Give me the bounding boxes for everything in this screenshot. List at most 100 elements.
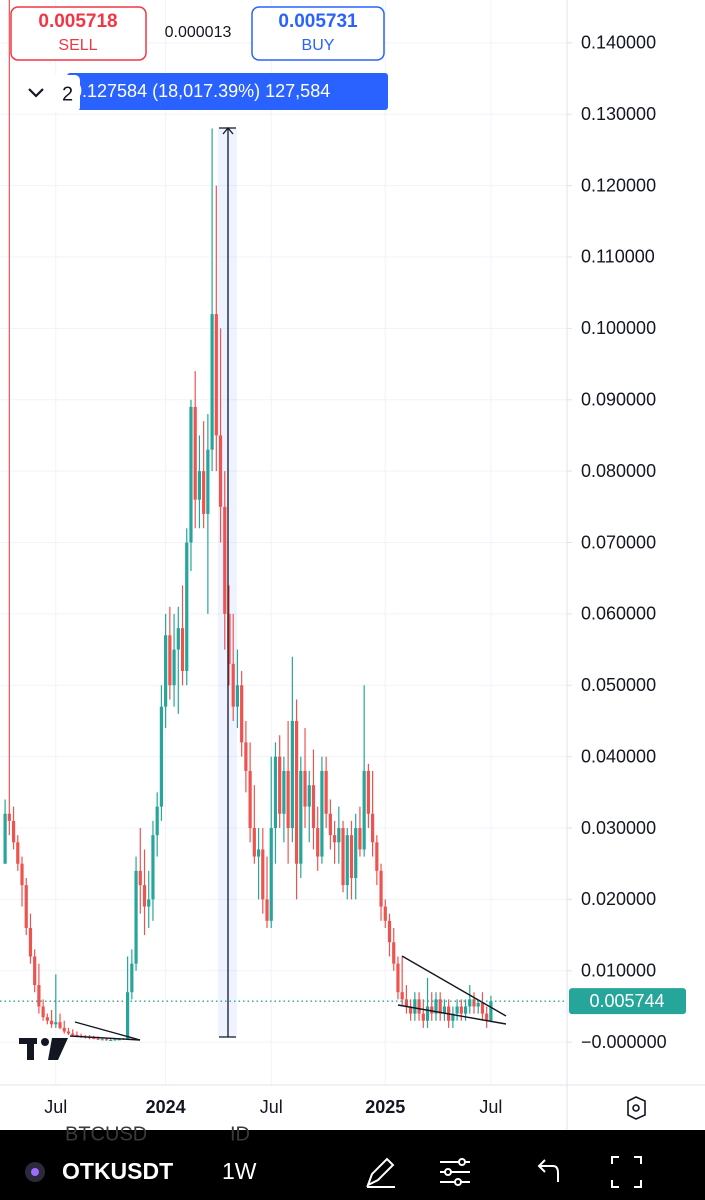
candle-body bbox=[176, 628, 180, 650]
candle-body bbox=[218, 435, 223, 507]
candle-body bbox=[214, 314, 218, 436]
last-price-badge bbox=[569, 988, 686, 1015]
candle-body bbox=[392, 942, 396, 964]
candle-body bbox=[417, 999, 421, 1014]
dropdown-value: 2 bbox=[62, 83, 73, 105]
draw-icon[interactable] bbox=[366, 1157, 395, 1188]
candle-body bbox=[202, 471, 206, 514]
buy-label: BUY bbox=[302, 37, 335, 54]
candle-body bbox=[172, 649, 176, 686]
interval[interactable]: 1W bbox=[222, 1158, 257, 1184]
candle-body bbox=[278, 756, 282, 814]
candle-body bbox=[396, 963, 400, 993]
y-tick-label: 0.020000 bbox=[581, 889, 656, 909]
candle-body bbox=[480, 1002, 485, 1014]
spread: 0.000013 bbox=[165, 24, 232, 41]
candle-body bbox=[425, 1006, 430, 1021]
candle-body bbox=[54, 1022, 58, 1025]
candle-body bbox=[324, 770, 328, 814]
candle-body bbox=[413, 999, 417, 1014]
settings-icon[interactable] bbox=[627, 1096, 646, 1120]
x-axis: Jul 2024 Jul 2025 Jul bbox=[44, 1097, 502, 1117]
candle-body bbox=[3, 813, 7, 864]
toolbar bbox=[0, 1130, 705, 1200]
y-tick-label: 0.070000 bbox=[581, 532, 656, 552]
sell-button[interactable] bbox=[10, 6, 147, 61]
candle-body bbox=[37, 985, 41, 1007]
undo-icon[interactable] bbox=[537, 1159, 559, 1182]
sell-price: 0.005718 bbox=[38, 11, 117, 32]
y-tick-label: 0.120000 bbox=[581, 175, 656, 195]
candle-body bbox=[92, 1037, 96, 1039]
measure-text: 0.127584 (18,017.39%) 127,584 bbox=[72, 81, 330, 101]
settings-icon-dot bbox=[632, 1104, 640, 1112]
candle-body bbox=[341, 828, 345, 886]
candle-body bbox=[400, 992, 404, 1000]
candle-body bbox=[41, 1006, 45, 1018]
candle-body bbox=[311, 785, 316, 829]
x-tick-label: Jul bbox=[44, 1097, 67, 1117]
candle-body bbox=[227, 613, 231, 664]
candle-body bbox=[472, 999, 476, 1007]
candle-body bbox=[337, 828, 341, 843]
candle-body bbox=[438, 999, 442, 1014]
y-tick-label: 0.080000 bbox=[581, 461, 656, 481]
y-tick-label: 0.010000 bbox=[581, 961, 656, 981]
y-tick-label: 0.050000 bbox=[581, 675, 656, 695]
candle-body bbox=[282, 770, 286, 814]
candle-body bbox=[104, 1039, 109, 1041]
candle-body bbox=[459, 1006, 463, 1014]
candle-body bbox=[261, 849, 265, 900]
y-tick-label: −0.000000 bbox=[581, 1032, 667, 1052]
candle-body bbox=[307, 785, 311, 807]
candle-body bbox=[316, 828, 320, 857]
y-axis: 0.140000 0.130000 0.120000 0.110000 0.100000… bbox=[567, 33, 667, 1052]
y-tick-label: 0.060000 bbox=[581, 604, 656, 624]
candle-body bbox=[206, 449, 210, 514]
ghost-id: ID bbox=[230, 1123, 250, 1145]
ghost-symbol: BTCUSD bbox=[65, 1123, 147, 1145]
candle-body bbox=[349, 835, 354, 878]
candle-body bbox=[197, 471, 202, 500]
sell-label: SELL bbox=[58, 37, 97, 54]
candle-body bbox=[189, 406, 193, 543]
buy-button[interactable] bbox=[251, 6, 385, 61]
chevron bbox=[28, 88, 44, 98]
candle-body bbox=[62, 1027, 66, 1032]
symbol[interactable]: OTKUSDT bbox=[62, 1158, 173, 1184]
candle-body bbox=[320, 770, 324, 857]
candle-body bbox=[290, 720, 294, 829]
candles bbox=[3, 0, 493, 1042]
dropdown[interactable] bbox=[10, 75, 80, 112]
candle-body bbox=[223, 506, 227, 614]
candle-body bbox=[11, 820, 16, 843]
candle-body bbox=[126, 992, 130, 1039]
candle-body bbox=[358, 828, 362, 850]
candle-body bbox=[210, 314, 214, 450]
candle-body bbox=[269, 828, 273, 921]
candle-body bbox=[117, 1039, 121, 1041]
candle-body bbox=[28, 927, 33, 957]
y-tick-label: 0.040000 bbox=[581, 746, 656, 766]
candle-body bbox=[151, 835, 155, 900]
candle-body bbox=[180, 628, 185, 671]
x-tick-label: 2024 bbox=[146, 1097, 186, 1117]
candle-body bbox=[366, 770, 370, 814]
candle-body bbox=[134, 870, 138, 964]
fullscreen-icon[interactable] bbox=[611, 1156, 642, 1188]
candle-body bbox=[371, 813, 375, 843]
candle-body bbox=[328, 813, 332, 836]
candle-body bbox=[58, 1022, 62, 1028]
candle-body bbox=[248, 770, 252, 829]
candle-body bbox=[138, 870, 142, 886]
candle-body bbox=[451, 1013, 455, 1021]
candle-body bbox=[7, 813, 11, 821]
candle-body bbox=[265, 899, 269, 921]
candle-body bbox=[485, 1013, 489, 1021]
candle-body bbox=[235, 685, 240, 707]
candle-body bbox=[404, 999, 409, 1007]
y-tick-label: 0.100000 bbox=[581, 318, 656, 338]
candle-body bbox=[96, 1038, 100, 1040]
candle-body bbox=[294, 720, 299, 864]
candle-body bbox=[164, 635, 168, 707]
